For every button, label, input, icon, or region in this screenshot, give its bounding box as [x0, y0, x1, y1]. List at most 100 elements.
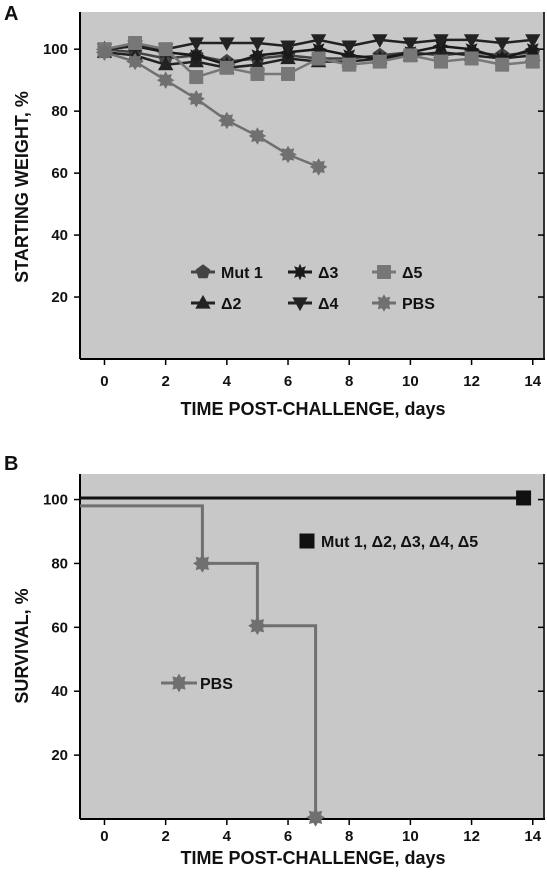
data-point [495, 57, 510, 72]
legend-label: Δ4 [318, 296, 339, 313]
data-point [189, 70, 204, 85]
x-tick-label-a: 10 [402, 373, 419, 390]
data-point [250, 66, 265, 81]
y-axis-title-a: STARTING WEIGHT, % [12, 91, 32, 283]
panel-label-a: A [4, 3, 18, 25]
data-point [156, 71, 175, 89]
series-a-4 [97, 35, 540, 85]
survival-step-line [80, 504, 318, 818]
legend-label: Δ5 [402, 265, 423, 282]
data-point [281, 66, 296, 81]
y-tick-label-b: 20 [51, 747, 68, 764]
y-tick-label-a: 60 [51, 165, 68, 182]
x-tick-label-a: 6 [284, 373, 292, 390]
data-point [525, 34, 541, 48]
panel-label-b: B [4, 453, 18, 475]
plot-area-a [80, 12, 545, 359]
x-tick-label-b: 14 [524, 828, 541, 845]
data-point [516, 490, 532, 506]
data-point [402, 37, 419, 51]
data-point [463, 34, 480, 48]
x-tick-label-b: 8 [345, 828, 353, 845]
data-point [464, 51, 479, 66]
data-point [372, 34, 388, 48]
data-point [403, 48, 418, 63]
data-point [341, 40, 357, 55]
legend-marker [299, 533, 315, 549]
data-point [128, 35, 143, 50]
y-tick-label-a: 80 [51, 103, 68, 120]
x-tick-label-a: 8 [345, 373, 353, 390]
y-tick-label-a: 20 [51, 289, 68, 306]
legend-label: PBS [200, 676, 233, 693]
x-axis-title-b: TIME POST-CHALLENGE, days [180, 848, 445, 868]
legend-marker [291, 263, 309, 281]
y-tick-label-a: 40 [51, 227, 68, 244]
data-point [372, 54, 387, 69]
series-a-5 [95, 43, 328, 176]
data-point [249, 47, 266, 64]
data-point [306, 808, 325, 827]
x-tick-label-b: 4 [223, 828, 232, 845]
data-point [524, 40, 542, 58]
y-tick-label-b: 100 [43, 492, 68, 509]
x-tick-label-a: 12 [463, 373, 480, 390]
legend-marker [195, 264, 211, 279]
x-tick-label-b: 0 [100, 828, 108, 845]
legend-b [161, 533, 315, 693]
data-point [219, 37, 235, 51]
legend-a [191, 263, 396, 312]
data-point [95, 43, 114, 61]
x-tick-label-b: 6 [284, 828, 292, 845]
data-point [309, 158, 328, 176]
data-point [126, 52, 144, 71]
legend-label: Mut 1, Δ2, Δ3, Δ4, Δ5 [321, 534, 478, 551]
y-tick-label-b: 80 [51, 555, 68, 572]
legend-marker [377, 265, 391, 279]
x-tick-label-a: 14 [524, 373, 541, 390]
y-axis-title-b: SURVIVAL, % [12, 588, 32, 703]
plot-area-b [80, 474, 545, 819]
x-tick-label-b: 2 [161, 828, 169, 845]
series-b-1 [80, 504, 325, 827]
data-point [433, 54, 448, 69]
data-point [158, 42, 173, 57]
data-point [187, 47, 205, 64]
data-point [342, 57, 357, 72]
data-point [248, 127, 267, 145]
legend-label: Δ3 [318, 265, 339, 282]
x-tick-label-a: 4 [223, 373, 232, 390]
legend-marker [375, 294, 393, 312]
y-tick-label-b: 40 [51, 683, 68, 700]
data-point [311, 51, 326, 66]
data-point [248, 616, 267, 636]
data-point [218, 111, 236, 130]
x-tick-label-a: 2 [161, 373, 169, 390]
data-point [279, 145, 297, 164]
data-point [187, 90, 205, 108]
legend-label: PBS [402, 296, 435, 313]
x-tick-label-b: 12 [463, 828, 480, 845]
data-point [433, 34, 449, 48]
legend-marker [292, 297, 308, 312]
data-point [280, 40, 296, 55]
legend-label: Mut 1 [221, 265, 263, 282]
x-axis-title-a: TIME POST-CHALLENGE, days [180, 399, 445, 419]
series-b-0 [80, 490, 532, 506]
data-point [188, 37, 204, 51]
data-point [193, 554, 212, 573]
x-tick-label-a: 0 [100, 373, 108, 390]
data-point [158, 56, 174, 71]
data-point [249, 37, 266, 51]
data-point [219, 60, 234, 75]
y-tick-label-b: 60 [51, 619, 68, 636]
data-point [494, 37, 510, 51]
data-point [525, 54, 540, 69]
legend-label: Δ2 [221, 296, 242, 313]
legend-marker [195, 294, 211, 309]
legend-marker [169, 673, 189, 693]
data-point [310, 34, 327, 48]
x-tick-label-b: 10 [402, 828, 419, 845]
y-tick-label-a: 100 [43, 41, 68, 58]
